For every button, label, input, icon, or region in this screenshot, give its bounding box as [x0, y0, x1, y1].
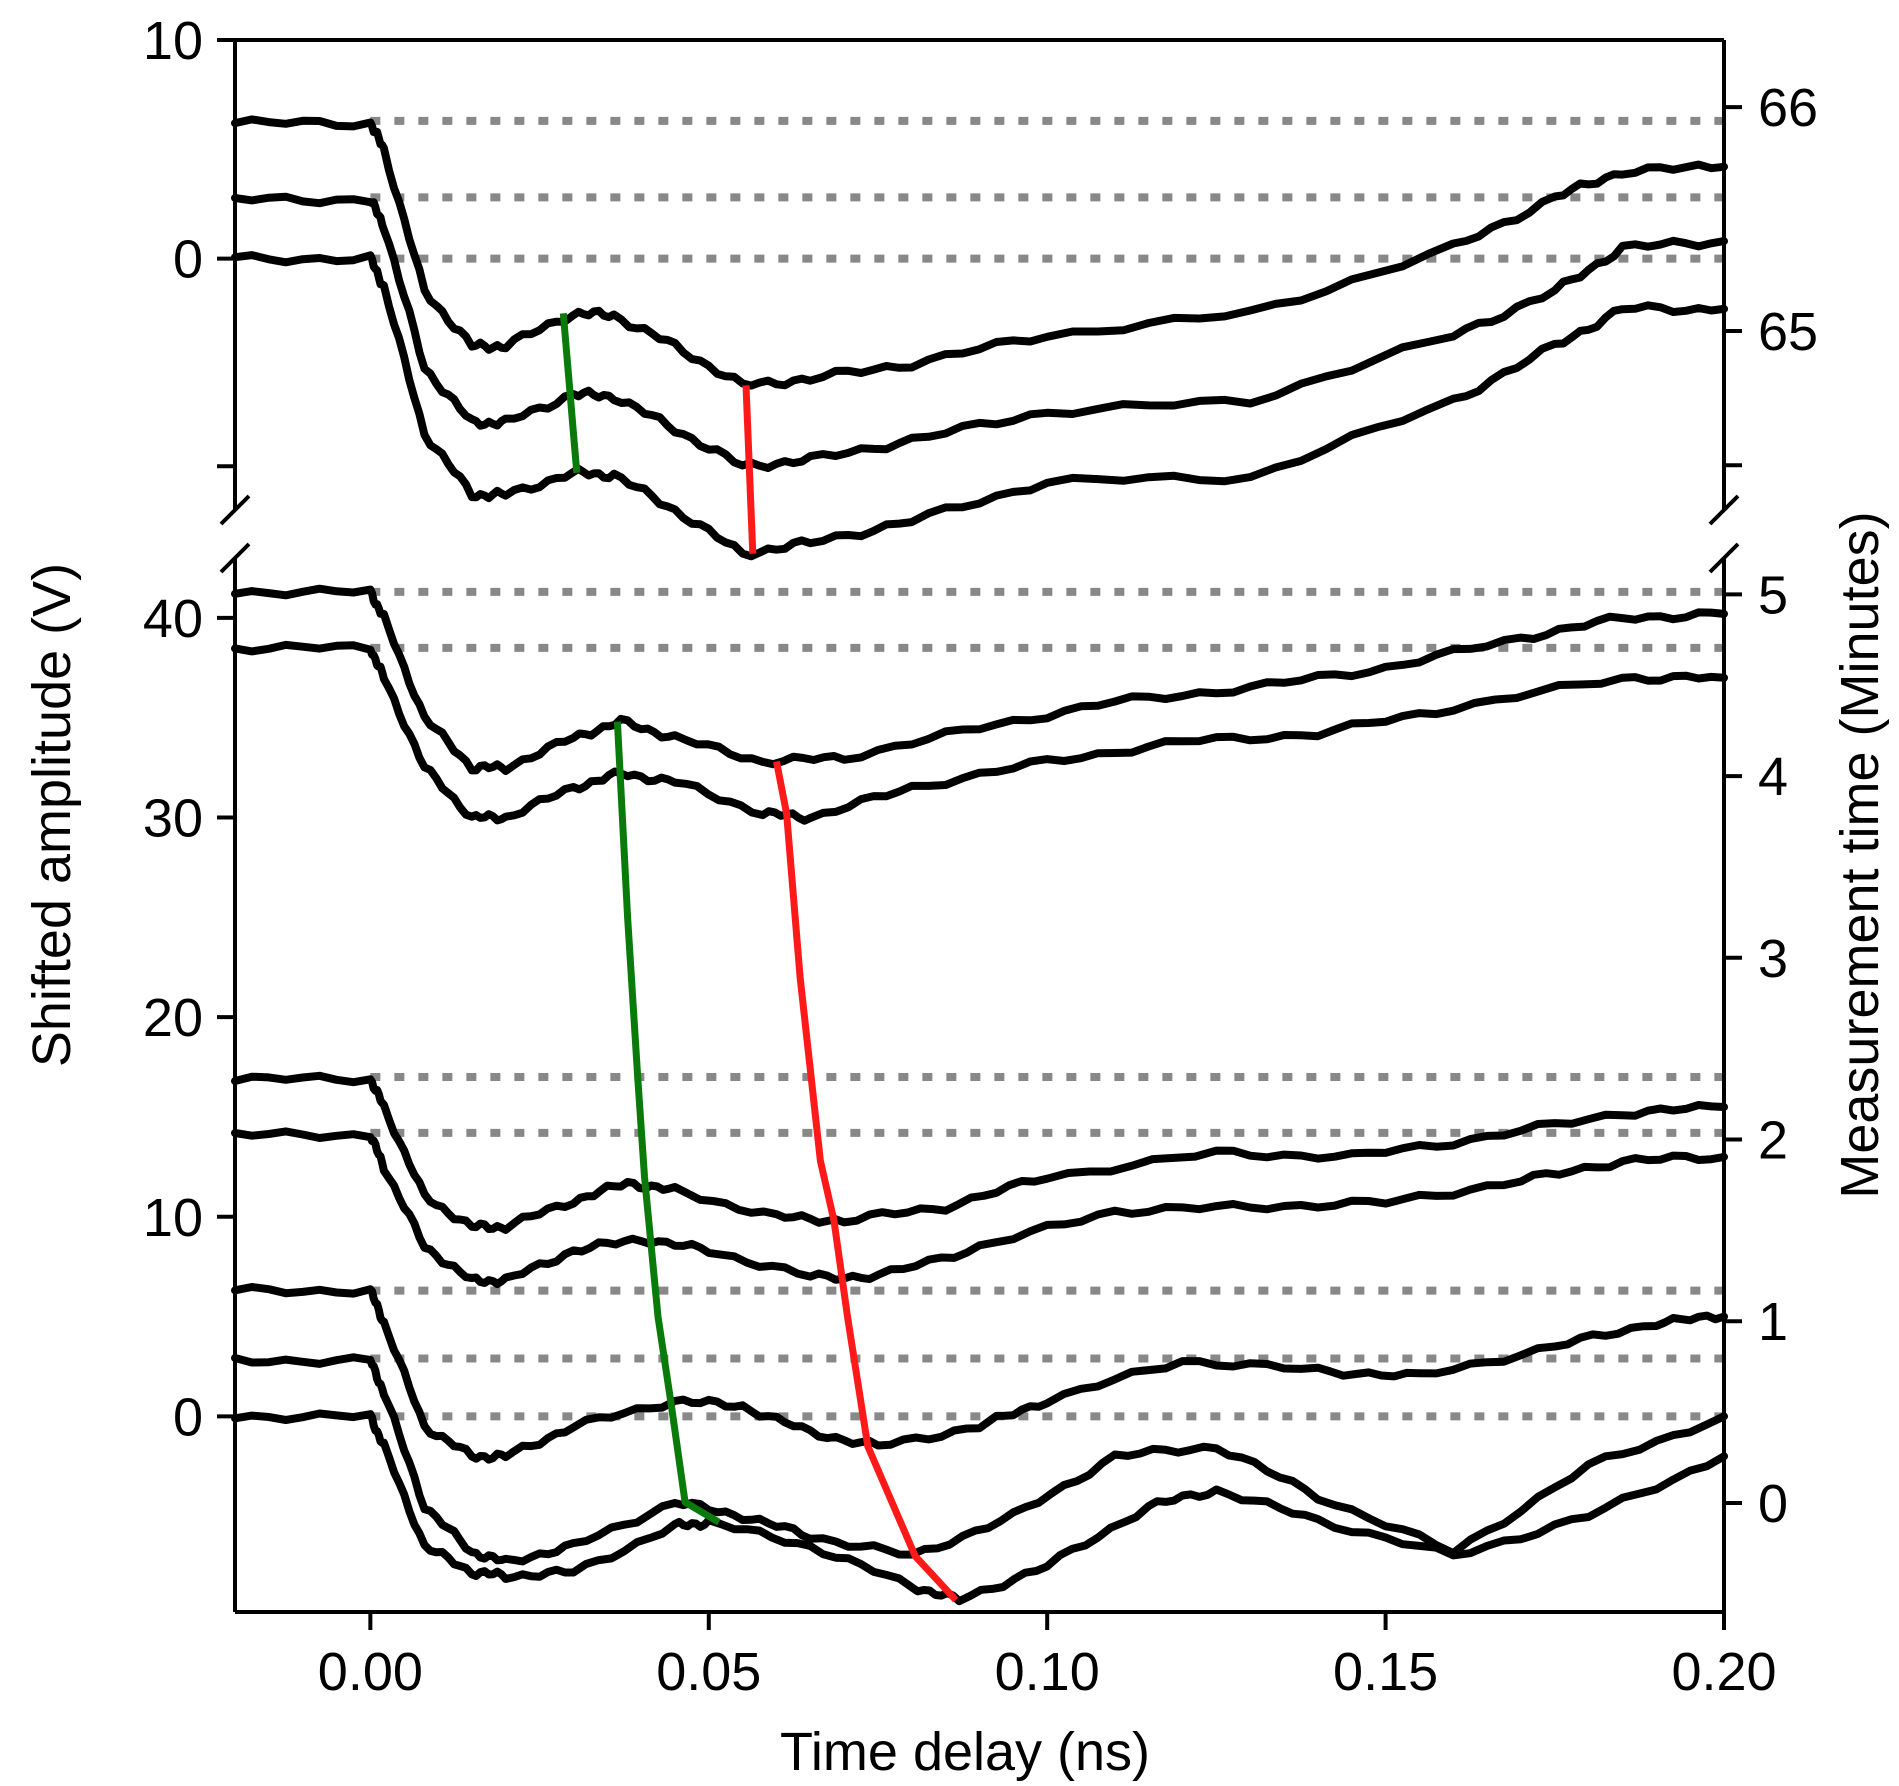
bottom-left-tick-label-4: 0: [173, 1387, 203, 1447]
top-red-marker-line: [742, 385, 757, 554]
left-axis-title: Shifted amplitude (V): [22, 563, 82, 1067]
top-left-tick-label-1: 0: [173, 230, 203, 290]
bottom-trace-5: [231, 1353, 1728, 1566]
bottom-right-tick-label-3: 2: [1758, 1111, 1788, 1171]
right-axis-title: Measurement time (Minutes): [1830, 511, 1890, 1198]
x-tick-label-1: 0.05: [656, 1642, 761, 1702]
top-green-marker-line: [559, 313, 581, 474]
top-trace-2: [231, 251, 1728, 561]
bottom-right-tick-label-1: 4: [1758, 747, 1788, 807]
bottom-right-tick-label-0: 5: [1758, 565, 1788, 625]
top-trace-1: [231, 192, 1728, 472]
bottom-trace-2: [231, 1071, 1728, 1234]
top-right-tick-label-0: 66: [1758, 78, 1818, 138]
bottom-trace-1: [231, 640, 1728, 825]
top-trace-0: [231, 115, 1728, 390]
axis-break-bottom-left: [219, 542, 251, 574]
bottom-left-tick-label-2: 20: [143, 988, 203, 1048]
bottom-left-tick-label-3: 10: [143, 1188, 203, 1248]
axis-break-top-right: [1708, 494, 1740, 526]
bottom-left-tick-label-1: 30: [143, 789, 203, 849]
bottom-red-marker-line: [773, 760, 959, 1603]
x-tick-label-4: 0.20: [1671, 1642, 1776, 1702]
top-panel: 10 0 66 65: [143, 11, 1818, 561]
x-axis: 0.00 0.05 0.10 0.15 0.20: [318, 1612, 1777, 1702]
bottom-trace-4: [231, 1283, 1728, 1464]
bottom-trace-6: [231, 1409, 1728, 1606]
bottom-trace-3: [231, 1127, 1728, 1288]
x-tick-label-0: 0.00: [318, 1642, 423, 1702]
bottom-trace-0: [231, 584, 1728, 775]
axes-frame: [219, 38, 1740, 1614]
axis-break-bottom-right: [1708, 542, 1740, 574]
bottom-right-tick-label-2: 3: [1758, 929, 1788, 989]
axis-break-top-left: [219, 494, 251, 526]
top-right-tick-label-1: 65: [1758, 302, 1818, 362]
x-tick-label-3: 0.15: [1333, 1642, 1438, 1702]
bottom-left-tick-label-0: 40: [143, 589, 203, 649]
bottom-green-marker-line: [613, 721, 721, 1526]
top-left-tick-label-0: 10: [143, 11, 203, 71]
x-axis-title: Time delay (ns): [780, 1722, 1150, 1782]
bottom-right-tick-label-4: 1: [1758, 1292, 1788, 1352]
bottom-right-tick-label-5: 0: [1758, 1474, 1788, 1534]
x-tick-label-2: 0.10: [995, 1642, 1100, 1702]
